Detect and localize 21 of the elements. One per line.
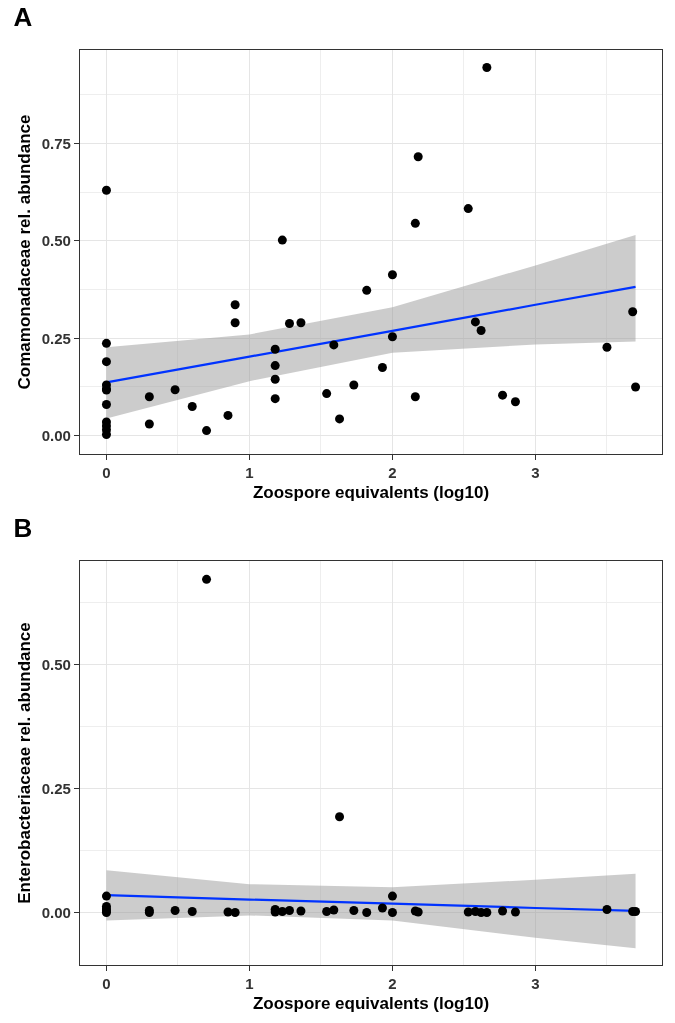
x-tick-label: 2	[388, 464, 397, 482]
x-tick-label: 0	[102, 464, 111, 482]
y-tick-label: 0.50	[41, 655, 71, 673]
x-tick-label: 1	[245, 975, 254, 993]
y-tick-label: 0.25	[41, 329, 71, 347]
x-axis-title: Zoospore equivalents (log10)	[252, 483, 490, 503]
y-tick-label: 0.00	[41, 426, 71, 444]
x-tick-label: 3	[531, 975, 540, 993]
chart-title: B	[13, 512, 33, 543]
x-tick-label: 3	[531, 464, 540, 482]
y-axis-title: Comamonadaceae rel. abundance	[15, 114, 35, 390]
x-tick-label: 2	[388, 975, 397, 993]
x-tick-label: 1	[245, 464, 254, 482]
y-tick-label: 0.50	[41, 232, 71, 250]
y-tick-label: 0.00	[41, 903, 71, 921]
y-tick-label: 0.25	[41, 779, 71, 797]
y-axis-title: Enterobacteriaceae rel. abundance	[15, 622, 35, 904]
chart-title: A	[13, 1, 33, 32]
x-tick-label: 0	[102, 975, 111, 993]
x-axis-title: Zoospore equivalents (log10)	[252, 994, 490, 1014]
y-tick-label: 0.75	[41, 134, 71, 152]
